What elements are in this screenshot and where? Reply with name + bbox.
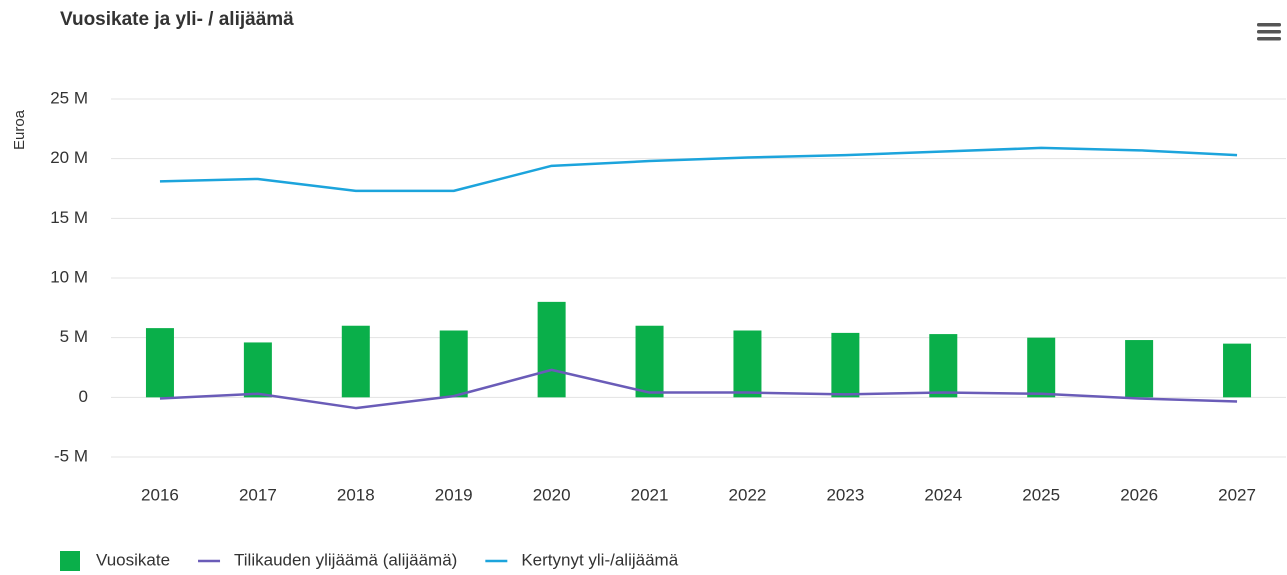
menu-button[interactable] (1257, 23, 1281, 41)
bar (1027, 337, 1056, 398)
legend-swatch (60, 551, 80, 571)
y-axis-title: Euroa (11, 109, 28, 150)
x-tick-label: 2026 (1120, 485, 1158, 504)
y-tick-label: 15 M (50, 208, 88, 227)
x-tick-label: 2027 (1218, 485, 1256, 504)
x-tick-label: 2024 (924, 485, 962, 504)
x-tick-label: 2019 (435, 485, 473, 504)
x-tick-label: 2017 (239, 485, 277, 504)
y-tick-label: -5 M (54, 446, 88, 465)
bar (929, 334, 958, 398)
line (159, 368, 1238, 410)
legend-label: Tilikauden ylijäämä (alijäämä) (234, 550, 457, 569)
y-tick-label: 10 M (50, 267, 88, 286)
bar (1125, 340, 1154, 398)
x-tick-label: 2018 (337, 485, 375, 504)
bar (537, 301, 566, 398)
y-tick-label: 5 M (60, 327, 88, 346)
chart-title: Vuosikate ja yli- / alijäämä (60, 9, 294, 30)
legend-label: Vuosikate (96, 550, 170, 569)
bar (635, 325, 664, 398)
bar (145, 328, 174, 398)
y-tick-label: 0 (79, 387, 88, 406)
x-tick-label: 2025 (1022, 485, 1060, 504)
x-tick-label: 2021 (631, 485, 669, 504)
bar (439, 330, 468, 398)
x-tick-label: 2023 (826, 485, 864, 504)
bar (341, 325, 370, 398)
bar (243, 342, 272, 398)
legend-label: Kertynyt yli-/alijäämä (521, 550, 678, 569)
bar (1223, 343, 1252, 398)
y-tick-label: 20 M (50, 148, 88, 167)
line (159, 146, 1238, 193)
x-tick-label: 2022 (729, 485, 767, 504)
x-tick-label: 2016 (141, 485, 179, 504)
bar (831, 332, 860, 398)
bar (733, 330, 762, 398)
y-tick-label: 25 M (50, 88, 88, 107)
x-tick-label: 2020 (533, 485, 571, 504)
